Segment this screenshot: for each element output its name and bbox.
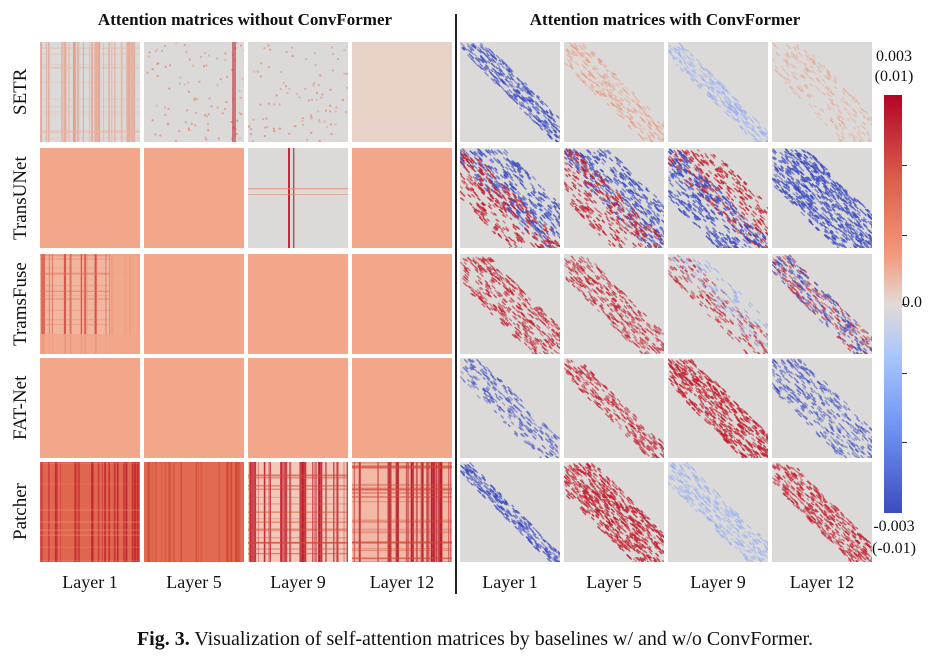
attention-right-transunet-1 (564, 148, 664, 248)
attention-left-tramsfuse-2 (248, 254, 348, 354)
row-label-fatnet: FAT-Net (10, 375, 31, 441)
row-label-setr: SETR (10, 68, 31, 116)
attention-right-setr-2 (668, 42, 768, 142)
attention-right-setr-0 (460, 42, 560, 142)
attention-left-transunet-1 (144, 148, 244, 248)
col-label-left-layer5: Layer 5 (166, 572, 222, 592)
attention-right-setr-1 (564, 42, 664, 142)
col-label-right-layer12: Layer 12 (789, 572, 855, 592)
col-label-left-layer9: Layer 9 (270, 572, 326, 592)
attention-left-setr-0 (40, 42, 140, 142)
figure-caption: Fig. 3. Visualization of self-attention … (0, 628, 950, 651)
attention-right-tramsfuse-3 (772, 254, 872, 354)
attention-left-patcher-0 (40, 462, 140, 562)
attention-right-tramsfuse-0 (460, 254, 560, 354)
attention-right-transunet-0 (460, 148, 560, 248)
attention-left-transunet-2 (248, 148, 348, 248)
attention-right-patcher-3 (772, 462, 872, 562)
right-panel-title: Attention matrices with ConvFormer (529, 10, 801, 29)
attention-left-setr-3 (352, 42, 452, 142)
colorbar-tick (902, 165, 907, 166)
attention-left-setr-2 (248, 42, 348, 142)
attention-right-fat-net-1 (564, 358, 664, 458)
attention-right-fat-net-2 (668, 358, 768, 458)
attention-right-patcher-0 (460, 462, 560, 562)
attention-left-setr-1 (144, 42, 244, 142)
attention-right-tramsfuse-2 (668, 254, 768, 354)
colorbar-min-alt-label: (-0.01) (872, 540, 916, 557)
colorbar-tick (902, 373, 907, 374)
attention-right-patcher-1 (564, 462, 664, 562)
caption-label: Fig. 3. (136, 628, 190, 650)
left-panel-title: Attention matrices without ConvFormer (97, 10, 393, 29)
attention-left-fat-net-1 (144, 358, 244, 458)
panel-divider (455, 14, 457, 594)
colorbar-tick (902, 304, 907, 305)
attention-right-setr-3 (772, 42, 872, 142)
col-label-right-layer9: Layer 9 (690, 572, 746, 592)
attention-left-transunet-0 (40, 148, 140, 248)
attention-left-patcher-2 (248, 462, 348, 562)
row-label-patcher: Patcher (10, 483, 31, 541)
attention-left-transunet-3 (352, 148, 452, 248)
attention-left-fat-net-3 (352, 358, 452, 458)
attention-left-patcher-1 (144, 462, 244, 562)
colorbar-tick (902, 442, 907, 443)
col-label-right-layer5: Layer 5 (586, 572, 642, 592)
attention-left-tramsfuse-1 (144, 254, 244, 354)
attention-right-transunet-3 (772, 148, 872, 248)
row-label-transfuse: TramsFuse (10, 262, 31, 346)
colorbar-max-label: 0.003 (876, 48, 912, 65)
colorbar-max-alt-label: (0.01) (874, 68, 914, 85)
col-label-left-layer12: Layer 12 (369, 572, 435, 592)
row-label-transunet: TransUNet (10, 156, 31, 240)
attention-left-tramsfuse-0 (40, 254, 140, 354)
attention-left-patcher-3 (352, 462, 452, 562)
colorbar (884, 95, 902, 513)
colorbar-mid-label: 0.0 (902, 294, 922, 311)
attention-left-fat-net-2 (248, 358, 348, 458)
colorbar-tick (902, 235, 907, 236)
attention-right-fat-net-3 (772, 358, 872, 458)
attention-left-tramsfuse-3 (352, 254, 452, 354)
colorbar-min-label: -0.003 (873, 518, 915, 535)
attention-right-tramsfuse-1 (564, 254, 664, 354)
attention-right-transunet-2 (668, 148, 768, 248)
col-label-left-layer1: Layer 1 (62, 572, 118, 592)
col-label-right-layer1: Layer 1 (482, 572, 538, 592)
attention-right-fat-net-0 (460, 358, 560, 458)
attention-right-patcher-2 (668, 462, 768, 562)
caption-text: Visualization of self-attention matrices… (194, 628, 814, 650)
attention-left-fat-net-0 (40, 358, 140, 458)
